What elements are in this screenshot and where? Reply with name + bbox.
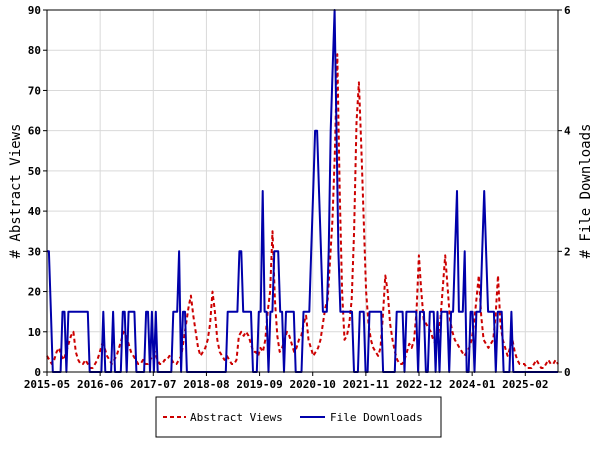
series-line-file-downloads [47,9,558,373]
plot-frame [46,9,559,373]
y-left-tick-label: 70 [28,84,41,97]
x-tick-label: 2018-08 [183,378,229,391]
legend-label-file-downloads: File Downloads [330,411,423,424]
x-tick-label: 2022-12 [396,378,442,391]
legend-label-abstract-views: Abstract Views [190,411,283,424]
y-left-tick-label: 10 [28,326,41,339]
y-left-tick-label: 0 [34,366,41,379]
legend: Abstract Views File Downloads [155,396,442,438]
y-left-tick-label: 20 [28,286,41,299]
y-right-tick-label: 6 [564,4,571,17]
y-left-tick-label: 80 [28,44,41,57]
y-right-tick-label: 4 [564,125,571,138]
series-lines [46,9,559,373]
y-axis-right-label: # File Downloads [578,124,594,259]
y-left-tick-label: 60 [28,125,41,138]
y-left-tick-label: 30 [28,245,41,258]
y-left-tick-label: 50 [28,165,41,178]
y-right-tick-label: 2 [564,245,571,258]
axes: 0 10 20 30 40 50 60 70 80 90 0 2 4 6 2015-05 2016-06 201… [24,4,571,391]
y-right-tick-label: 0 [564,366,571,379]
x-tick-label: 2017-07 [130,378,176,391]
x-tick-label: 2016-06 [77,378,124,391]
x-tick-label: 2019-09 [236,378,282,391]
grid [47,10,558,372]
y-left-tick-label: 90 [28,4,41,17]
x-tick-label: 2025-02 [502,378,548,391]
x-tick-label: 2024-01 [449,378,496,391]
legend-box [155,396,442,438]
y-left-tick-label: 40 [28,205,41,218]
x-tick-label: 2020-10 [290,378,336,391]
x-tick-label: 2021-11 [343,378,390,391]
y-axis-left-label: # Abstract Views [8,124,24,259]
x-tick-label: 2015-05 [24,378,70,391]
